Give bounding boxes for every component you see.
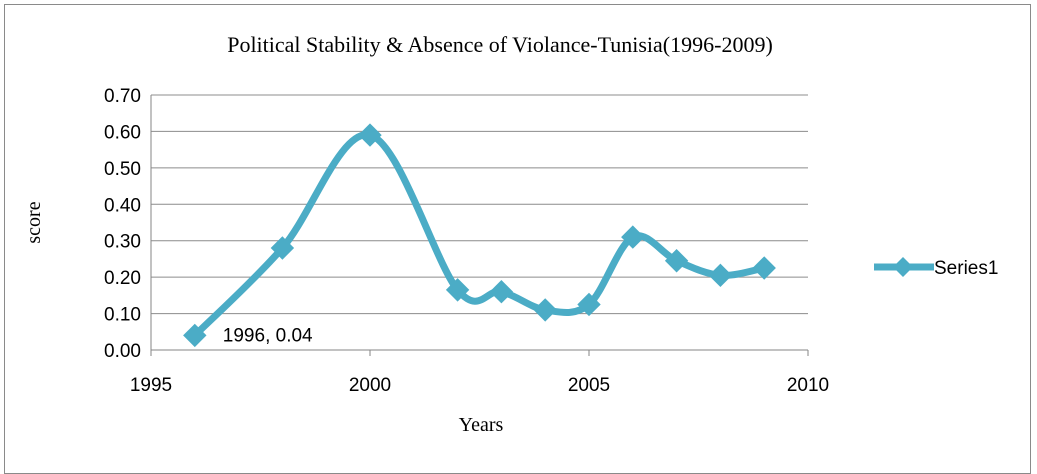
data-point-2002 xyxy=(445,278,470,302)
series-layer xyxy=(183,123,776,348)
series-line-0 xyxy=(191,131,768,339)
legend-label-series1: Series1 xyxy=(934,258,998,279)
data-point-2009 xyxy=(752,256,776,280)
x-tick-0: 1995 xyxy=(130,375,172,396)
data-point-1996 xyxy=(183,323,207,348)
chart-title: Political Stability & Absence of Violanc… xyxy=(227,32,773,57)
data-point-2008 xyxy=(708,263,733,288)
y-tick-1: 0.10 xyxy=(104,305,141,326)
y-tick-4: 0.40 xyxy=(104,195,141,216)
y-tick-6: 0.60 xyxy=(104,122,141,143)
x-axis-ticks: 1995 2000 2005 2010 xyxy=(130,375,829,396)
data-point-2007 xyxy=(664,249,689,273)
data-point-2006 xyxy=(621,225,645,249)
data-point-2000 xyxy=(358,123,382,147)
data-label-0: 1996, 0.04 xyxy=(223,325,313,346)
x-tick-2: 2005 xyxy=(568,375,610,396)
gridlines xyxy=(150,94,809,356)
y-axis-ticks: 0.00 0.10 0.20 0.30 0.40 0.50 0.60 0.70 xyxy=(104,86,141,362)
x-tick-1: 2000 xyxy=(349,375,391,396)
y-axis-label: score xyxy=(23,201,45,243)
y-tick-0: 0.00 xyxy=(104,341,141,362)
y-tick-2: 0.20 xyxy=(104,268,141,289)
annotation-layer: 1996, 0.04 xyxy=(223,325,313,346)
y-tick-3: 0.30 xyxy=(104,232,141,253)
data-point-2005 xyxy=(577,292,601,317)
legend-marker-series1 xyxy=(893,257,913,277)
legend: Series1 xyxy=(874,257,998,279)
x-tick-3: 2010 xyxy=(787,375,829,396)
data-point-1998 xyxy=(270,236,295,260)
y-tick-7: 0.70 xyxy=(104,86,141,107)
data-point-2003 xyxy=(489,280,514,304)
data-point-2004 xyxy=(533,298,557,322)
x-axis-label: Years xyxy=(459,414,504,436)
y-tick-5: 0.50 xyxy=(104,159,141,180)
